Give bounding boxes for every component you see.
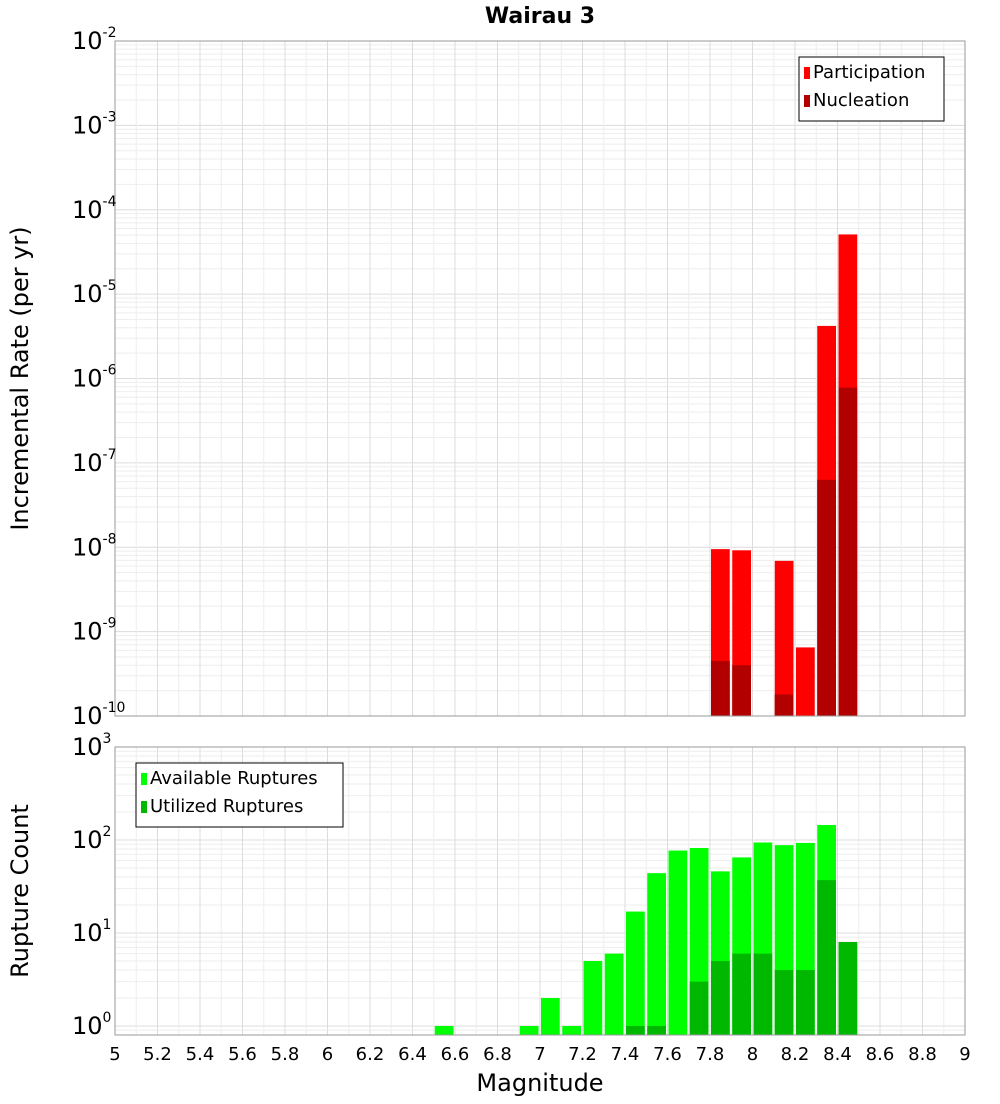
x-tick-label: 5.8 (271, 1044, 300, 1065)
count-bar (753, 953, 773, 1035)
rate-series-1 (711, 387, 858, 716)
count-bar (711, 960, 730, 1035)
x-tick-label: 6.8 (483, 1044, 512, 1065)
count-plot-border (114, 746, 966, 1036)
count-bar (796, 969, 815, 1035)
y-tick-label: 103 (72, 731, 111, 761)
count-bar (668, 850, 688, 1035)
count-bar (541, 997, 560, 1035)
x-axis-title: Magnitude (476, 1069, 603, 1097)
x-tick-label: 6.4 (398, 1044, 427, 1065)
y-tick-label: 10-3 (72, 109, 117, 139)
count-legend: Available Ruptures Utilized Ruptures (135, 762, 344, 828)
x-tick-label: 8 (747, 1044, 758, 1065)
count-y-axis-title: Rupture Count (6, 804, 34, 978)
legend-label: Utilized Ruptures (150, 796, 303, 817)
legend-swatch (141, 801, 147, 813)
x-tick-label: 7.8 (696, 1044, 725, 1065)
x-tick-label: 9 (959, 1044, 970, 1065)
chart-title: Wairau 3 (485, 4, 595, 29)
rate-bar (838, 387, 858, 716)
rate-legend: Participation Nucleation (798, 56, 945, 122)
y-tick-label: 10-7 (72, 447, 117, 477)
rate-y-axis-title: Incremental Rate (per yr) (6, 226, 34, 530)
y-tick-label: 10-9 (72, 616, 117, 646)
count-bar (434, 1025, 454, 1035)
y-tick-label: 10-8 (72, 531, 117, 561)
x-tick-label: 5.2 (143, 1044, 172, 1065)
x-tick-label: 6.2 (356, 1044, 385, 1065)
rate-bar (796, 647, 815, 716)
legend-swatch (804, 95, 810, 107)
count-bar (647, 873, 666, 1035)
rate-bar (774, 694, 794, 716)
x-tick-label: 7 (534, 1044, 545, 1065)
rate-gridlines (114, 40, 966, 717)
rate-bar (732, 665, 751, 716)
count-bar (604, 953, 624, 1035)
count-panel: 103 102 101 100 Rupture Count Available Ruptu… (6, 731, 966, 1040)
count-bar (626, 911, 645, 1035)
count-bar (817, 880, 836, 1035)
count-series-1 (626, 880, 858, 1035)
y-tick-label: 10-4 (72, 194, 117, 224)
y-tick-label: 101 (72, 917, 111, 947)
count-bar (583, 960, 603, 1035)
legend-box (135, 762, 344, 828)
rate-bar (774, 560, 794, 716)
x-tick-label: 5 (109, 1044, 120, 1065)
x-ticks: 5 5.2 5.4 5.6 5.8 6 6.2 6.4 6.6 6.8 7 7.2 7.4 7.6 7.8 8… (109, 1044, 970, 1065)
rate-y-ticks: 10-2 10-3 10-4 10-5 10-6 10-7 10-8 10-9 10-10 (72, 25, 125, 730)
y-tick-label: 10-6 (72, 363, 117, 393)
rate-bar (817, 479, 836, 716)
legend-label: Participation (813, 62, 925, 83)
count-bar (562, 1025, 581, 1035)
y-tick-label: 102 (72, 824, 111, 854)
x-tick-label: 7.6 (653, 1044, 682, 1065)
x-tick-label: 6.6 (441, 1044, 470, 1065)
count-bar (732, 953, 751, 1035)
x-tick-label: 5.6 (228, 1044, 257, 1065)
y-tick-label: 10-5 (72, 278, 117, 308)
x-tick-label: 8.2 (781, 1044, 810, 1065)
y-tick-label: 100 (72, 1010, 111, 1040)
legend-swatch (804, 67, 810, 79)
count-bar (838, 942, 858, 1035)
x-tick-label: 7.4 (611, 1044, 640, 1065)
count-bar (689, 981, 709, 1035)
x-tick-label: 8.4 (823, 1044, 852, 1065)
x-tick-label: 5.4 (186, 1044, 215, 1065)
y-tick-label: 10-10 (72, 700, 125, 730)
legend-swatch (141, 773, 147, 785)
x-tick-label: 8.6 (866, 1044, 895, 1065)
count-bar (519, 1025, 539, 1035)
x-tick-label: 6 (322, 1044, 333, 1065)
rate-bar (711, 660, 730, 716)
count-bar (647, 1025, 666, 1035)
y-tick-label: 10-2 (72, 25, 117, 55)
count-bar (626, 1025, 645, 1035)
x-tick-label: 8.8 (908, 1044, 937, 1065)
legend-label: Available Ruptures (150, 768, 318, 789)
count-y-ticks: 103 102 101 100 (72, 731, 111, 1040)
legend-box (798, 56, 945, 122)
count-bar (774, 969, 794, 1035)
rate-panel: 10-2 10-3 10-4 10-5 10-6 10-7 10-8 10-9 10-10 Inc… (6, 25, 966, 730)
legend-label: Nucleation (813, 90, 909, 111)
rate-plot-border (114, 40, 966, 717)
x-tick-label: 7.2 (568, 1044, 597, 1065)
